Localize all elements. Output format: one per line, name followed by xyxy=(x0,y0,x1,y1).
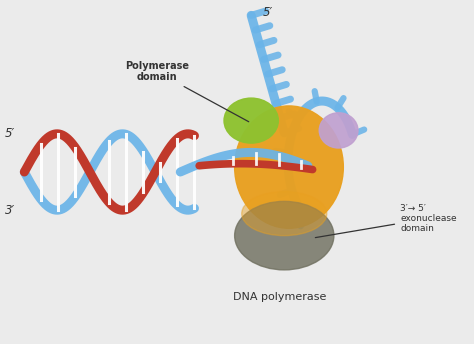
Ellipse shape xyxy=(235,201,334,270)
Text: 5′: 5′ xyxy=(263,7,273,19)
Ellipse shape xyxy=(242,192,327,236)
Text: DNA polymerase: DNA polymerase xyxy=(233,292,326,302)
Text: 3′→ 5′
exonuclease
domain: 3′→ 5′ exonuclease domain xyxy=(315,204,456,238)
Ellipse shape xyxy=(319,113,358,148)
Text: 5′: 5′ xyxy=(4,127,15,140)
Text: Polymerase
domain: Polymerase domain xyxy=(125,61,249,122)
Ellipse shape xyxy=(235,106,343,228)
Ellipse shape xyxy=(224,98,278,143)
Text: 3′: 3′ xyxy=(4,204,15,217)
